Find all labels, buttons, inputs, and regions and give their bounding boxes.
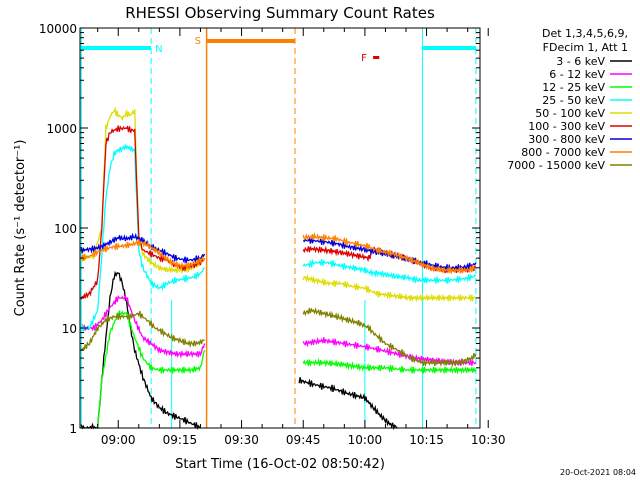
series-line-8-1 (302, 306, 477, 368)
legend-entry-label: 6 - 12 keV (549, 68, 605, 81)
legend-entry-label: 100 - 300 keV (528, 120, 605, 133)
series-line-4-1 (302, 273, 477, 303)
legend-entry-label: 300 - 800 keV (528, 133, 605, 146)
y-tick-label: 1 (69, 422, 77, 436)
x-tick-label: 09:45 (286, 433, 321, 447)
series-line-1-0 (80, 293, 206, 359)
x-axis-label: Start Time (16-Oct-02 08:50:42) (175, 457, 385, 472)
y-tick-label: 100 (54, 222, 77, 236)
series-layer (80, 106, 477, 431)
legend-header: Det 1,3,4,5,6,9, (542, 27, 628, 40)
y-tick-label: 1000 (46, 122, 77, 136)
x-tick-label: 09:30 (224, 433, 259, 447)
y-tick-label: 10 (62, 322, 77, 336)
legend-entry-label: 25 - 50 keV (542, 94, 605, 107)
flare-bar (373, 56, 380, 59)
legend-entry-label: 50 - 100 keV (535, 107, 605, 120)
series-line-2-0 (97, 310, 206, 429)
x-tick-label: 09:00 (101, 433, 136, 447)
series-line-0-1 (298, 377, 398, 431)
legend-entry-label: 12 - 25 keV (542, 81, 605, 94)
legend-entry-label: 800 - 7000 keV (521, 146, 605, 159)
footer-date: 20-Oct-2021 08:04 (560, 468, 636, 477)
series-line-6-1 (302, 236, 477, 273)
marker-label-n: N (155, 44, 162, 55)
legend-layer: Det 1,3,4,5,6,9,FDecim 1, Att 13 - 6 keV… (507, 27, 632, 172)
marker-layer: N S F (80, 28, 477, 428)
series-line-7-1 (302, 231, 477, 275)
x-tick-label: 10:00 (348, 433, 383, 447)
marker-label-f: F (361, 53, 367, 64)
series-line-3-0 (80, 144, 205, 333)
marker-label-s: S (195, 36, 201, 47)
y-tick-label: 10000 (39, 22, 77, 36)
night-bar (422, 46, 476, 50)
axis-layer: 09:00 09:15 09:30 09:45 10:00 10:15 10:30 1 10 10… (39, 22, 506, 447)
night-bar (81, 46, 152, 50)
x-tick-label: 10:15 (409, 433, 444, 447)
legend-entry-label: 7000 - 15000 keV (507, 159, 605, 172)
series-line-2-1 (302, 357, 477, 375)
legend-entry-label: 3 - 6 keV (556, 55, 605, 68)
saa-bar (206, 39, 296, 43)
series-line-3-1 (302, 258, 477, 284)
chart-title: RHESSI Observing Summary Count Rates (125, 4, 435, 22)
series-line-7-0 (80, 239, 206, 270)
x-tick-label: 09:15 (163, 433, 198, 447)
x-tick-label: 10:30 (471, 433, 506, 447)
legend-header: FDecim 1, Att 1 (543, 41, 628, 54)
series-line-8-0 (80, 310, 205, 352)
y-axis-label: Count Rate (s⁻¹ detector⁻¹) (13, 140, 28, 317)
